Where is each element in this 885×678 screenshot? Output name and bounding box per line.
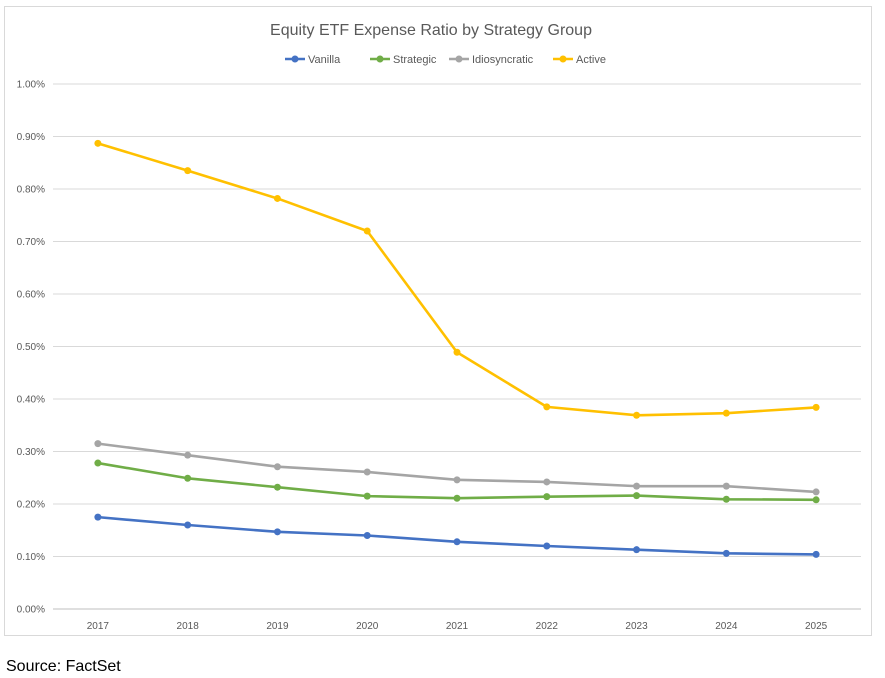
data-point <box>633 546 641 554</box>
x-tick-label: 2025 <box>805 621 828 632</box>
y-tick-label: 0.80% <box>17 185 45 196</box>
data-point <box>812 550 820 558</box>
legend-label: Strategic <box>393 54 437 66</box>
y-tick-label: 0.10% <box>17 552 45 563</box>
data-point <box>543 542 551 550</box>
series-idiosyncratic <box>94 440 820 496</box>
y-tick-label: 1.00% <box>17 80 45 91</box>
series-line <box>96 515 818 556</box>
y-tick-label: 0.50% <box>17 342 45 353</box>
legend-item-idiosyncratic: Idiosyncratic <box>449 54 534 66</box>
legend-marker <box>376 55 384 63</box>
data-point <box>453 476 461 484</box>
y-tick-label: 0.40% <box>17 395 45 406</box>
data-point <box>94 139 102 147</box>
y-tick-label: 0.20% <box>17 500 45 511</box>
data-point <box>543 493 551 501</box>
legend-item-active: Active <box>553 54 606 66</box>
data-point <box>363 532 371 539</box>
series-line <box>96 142 818 417</box>
y-tick-label: 0.30% <box>17 447 45 458</box>
data-point <box>722 482 730 490</box>
data-point <box>94 513 102 521</box>
grid-lines <box>53 83 861 610</box>
series-active <box>94 139 820 419</box>
legend-label: Vanilla <box>308 54 341 66</box>
data-point <box>273 483 281 491</box>
y-tick-label: 0.90% <box>17 132 45 143</box>
chart-legend: Vanilla Strategic Idiosyncratic Active <box>285 54 606 66</box>
legend-item-vanilla: Vanilla <box>285 54 341 66</box>
data-point <box>543 403 551 411</box>
x-axis-ticks: 2017 2018 2019 2020 2021 2022 2023 2024 2025 <box>87 621 828 632</box>
legend-marker <box>291 55 299 63</box>
y-tick-label: 0.60% <box>17 290 45 301</box>
data-point <box>94 440 102 448</box>
series-strategic <box>94 459 820 504</box>
data-point <box>453 538 461 546</box>
x-tick-label: 2018 <box>177 621 200 632</box>
y-tick-label: 0.00% <box>17 605 45 616</box>
data-point <box>363 468 371 476</box>
chart-frame: Equity ETF Expense Ratio by Strategy Gro… <box>4 6 872 636</box>
x-tick-label: 2021 <box>446 621 469 632</box>
data-point <box>184 451 192 459</box>
legend-marker <box>559 55 567 63</box>
x-tick-label: 2020 <box>356 621 379 632</box>
y-axis-ticks: 0.00% 0.10% 0.20% 0.30% 0.40% 0.50% 0.60% 0.70%… <box>17 80 45 616</box>
data-point <box>543 478 551 486</box>
series-layer <box>94 139 820 558</box>
data-point <box>184 521 192 529</box>
data-point <box>453 494 461 502</box>
series-line <box>96 442 818 494</box>
data-point <box>812 403 820 411</box>
data-point <box>722 409 730 417</box>
legend-label: Active <box>576 54 606 66</box>
x-tick-label: 2017 <box>87 621 110 632</box>
data-point <box>722 549 730 557</box>
series-vanilla <box>94 513 820 558</box>
x-tick-label: 2019 <box>266 621 289 632</box>
data-point <box>812 496 820 504</box>
chart-title: Equity ETF Expense Ratio by Strategy Gro… <box>270 22 592 39</box>
data-point <box>633 482 641 490</box>
x-tick-label: 2024 <box>715 621 738 632</box>
data-point <box>722 495 730 503</box>
data-point <box>184 474 192 482</box>
data-point <box>633 492 641 500</box>
source-note: Source: FactSet <box>6 658 121 675</box>
data-point <box>363 227 371 235</box>
data-point <box>363 492 371 500</box>
data-point <box>94 459 102 467</box>
x-tick-label: 2023 <box>625 621 648 632</box>
data-point <box>453 348 461 356</box>
legend-label: Idiosyncratic <box>472 54 534 66</box>
data-point <box>633 411 641 419</box>
legend-marker <box>455 55 463 63</box>
legend-item-strategic: Strategic <box>370 54 437 66</box>
data-point <box>184 167 192 175</box>
data-point <box>812 488 820 496</box>
line-chart: Equity ETF Expense Ratio by Strategy Gro… <box>17 22 861 632</box>
data-point <box>273 463 281 471</box>
data-point <box>273 528 281 536</box>
y-tick-label: 0.70% <box>17 237 45 248</box>
x-tick-label: 2022 <box>536 621 559 632</box>
data-point <box>273 194 281 202</box>
